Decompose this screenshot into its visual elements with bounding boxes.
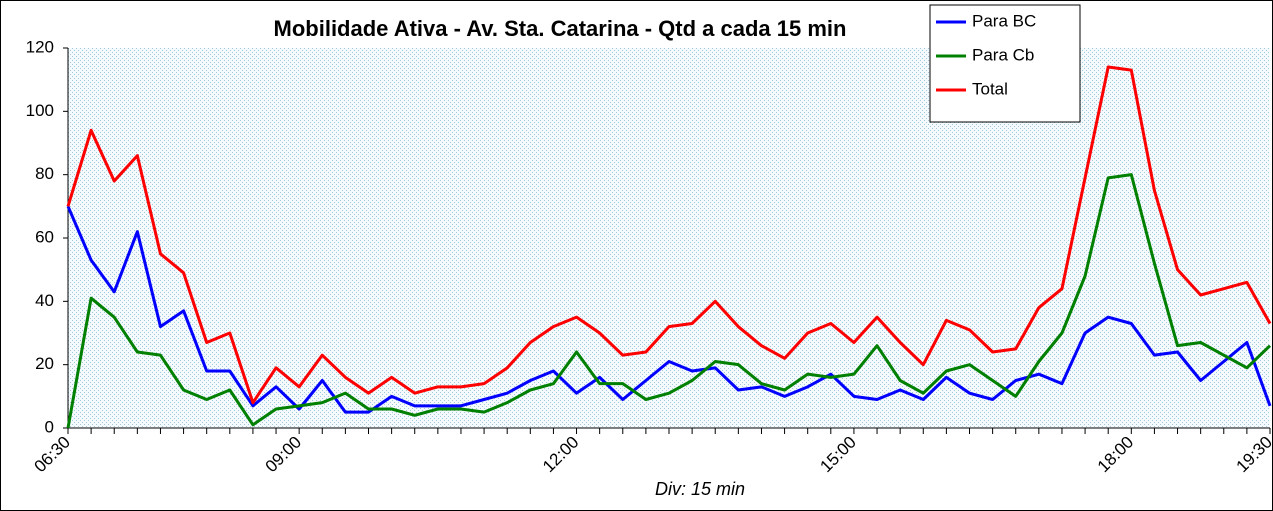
legend-label: Total	[972, 79, 1008, 98]
legend-label: Para BC	[972, 11, 1036, 30]
chart-title: Mobilidade Ativa - Av. Sta. Catarina - Q…	[274, 16, 847, 41]
legend-label: Para Cb	[972, 45, 1034, 64]
y-tick-label: 20	[35, 354, 54, 373]
legend-box	[929, 4, 1081, 123]
series-line	[66, 65, 1272, 405]
y-tick-label: 120	[26, 37, 54, 56]
y-tick-label: 60	[35, 227, 54, 246]
y-tick-label: 40	[35, 291, 54, 310]
series-line	[66, 173, 1272, 429]
series-line	[66, 205, 1272, 414]
y-tick-label: 80	[35, 164, 54, 183]
plot-area	[68, 48, 1270, 428]
x-axis-label: Div: 15 min	[655, 479, 745, 499]
y-tick-label: 100	[26, 101, 54, 120]
y-tick-label: 0	[45, 417, 54, 436]
